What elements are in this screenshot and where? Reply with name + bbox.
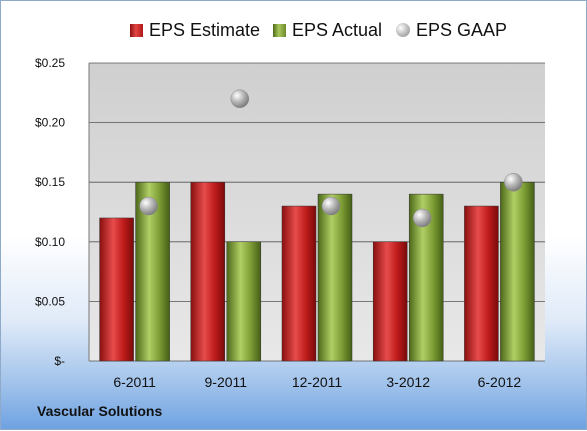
bar-eps-actual (317, 193, 353, 362)
bar-eps-estimate (281, 205, 317, 362)
legend-label-eps-actual: EPS Actual (292, 19, 383, 40)
y-tick-label: $0.10 (35, 235, 65, 249)
marker-eps-gaap (504, 172, 523, 192)
bar-eps-actual (226, 241, 262, 362)
y-tick-label: $0.25 (35, 56, 65, 70)
legend-swatch-eps-actual (273, 23, 286, 37)
legend-item-eps-actual: EPS Actual (273, 15, 382, 45)
bar-eps-actual (500, 181, 535, 362)
y-tick-label: $0.15 (35, 175, 65, 189)
company-name: Vascular Solutions (37, 403, 163, 419)
legend: EPS Estimate EPS Actual EPS GAAP (1, 15, 587, 45)
marker-eps-gaap (412, 208, 432, 228)
x-tick-label: 12-2011 (292, 374, 343, 390)
bar-eps-estimate (99, 217, 134, 362)
legend-swatch-eps-gaap (396, 23, 410, 37)
x-tick-label: 6-2012 (478, 374, 522, 390)
x-tick-label: 6-2011 (113, 374, 156, 390)
marker-eps-gaap (230, 89, 250, 109)
legend-swatch-eps-estimate (130, 23, 143, 37)
x-tick-label: 3-2012 (386, 374, 430, 390)
marker-eps-gaap (321, 196, 341, 216)
bar-eps-estimate (464, 205, 499, 362)
y-tick-label: $0.20 (35, 116, 65, 130)
y-tick-label: $0.05 (35, 294, 65, 308)
x-tick-label: 9-2011 (205, 374, 248, 390)
legend-label-eps-gaap: EPS GAAP (416, 19, 508, 40)
legend-item-eps-estimate: EPS Estimate (130, 15, 260, 45)
marker-eps-gaap (139, 196, 158, 216)
y-tick-label: $- (54, 354, 65, 368)
legend-item-eps-gaap: EPS GAAP (396, 15, 507, 45)
legend-label-eps-estimate: EPS Estimate (149, 19, 261, 40)
bar-eps-estimate (372, 241, 408, 362)
bar-eps-estimate (190, 181, 226, 362)
